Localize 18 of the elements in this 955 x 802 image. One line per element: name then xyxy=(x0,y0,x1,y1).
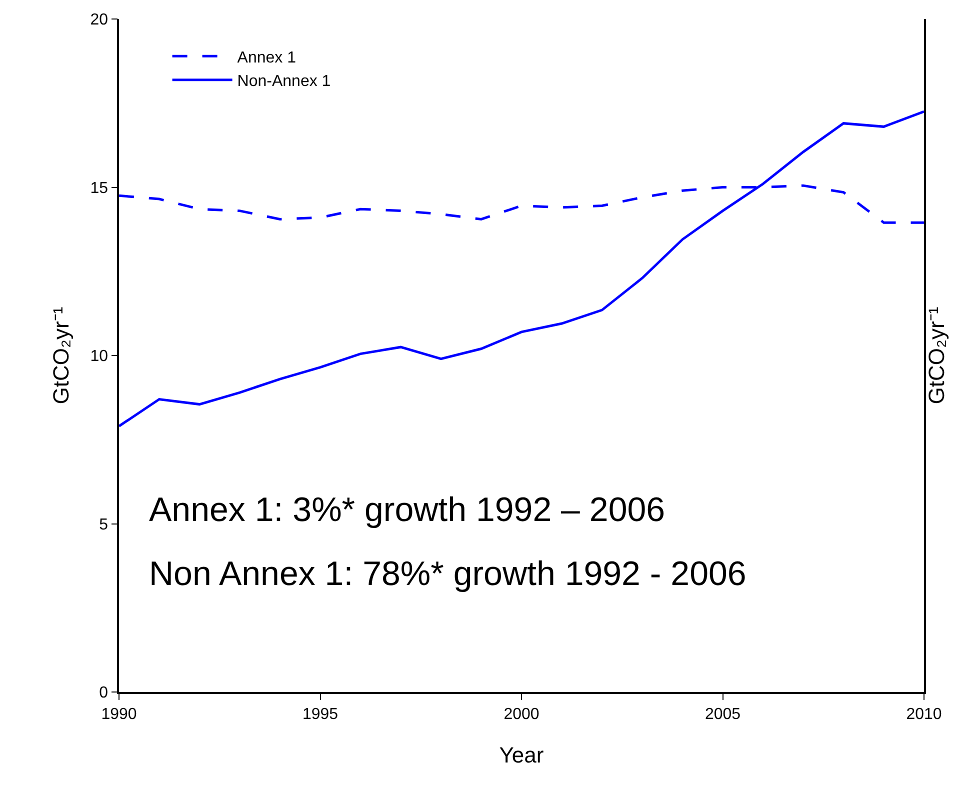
y-tick-label: 20 xyxy=(90,12,108,29)
annotation: Non Annex 1: 78%* growth 1992 - 2006 xyxy=(149,555,746,593)
y-tick-label: 0 xyxy=(99,684,108,702)
y-tick-label: 15 xyxy=(90,180,108,197)
y-tick-label: 5 xyxy=(99,516,108,534)
legend-label: Annex 1 xyxy=(237,49,296,66)
x-tick-label: 1990 xyxy=(101,706,137,723)
y2-axis-title: GtCO₂yr⁻¹ xyxy=(924,306,950,404)
x-tick-label: 1995 xyxy=(302,706,338,723)
x-tick-label: 2010 xyxy=(906,706,942,723)
x-tick-label: 2005 xyxy=(704,706,741,723)
line-series xyxy=(119,110,924,428)
annotation: Annex 1: 3%* growth 1992 – 2006 xyxy=(149,491,666,529)
x-tick-label: 2000 xyxy=(504,706,540,723)
y-tick-label: 10 xyxy=(90,348,108,366)
legend-label: Non-Annex 1 xyxy=(237,73,331,90)
x-axis-title: Year xyxy=(499,742,544,768)
y-axis-title: GtCO₂yr⁻¹ xyxy=(48,306,74,404)
